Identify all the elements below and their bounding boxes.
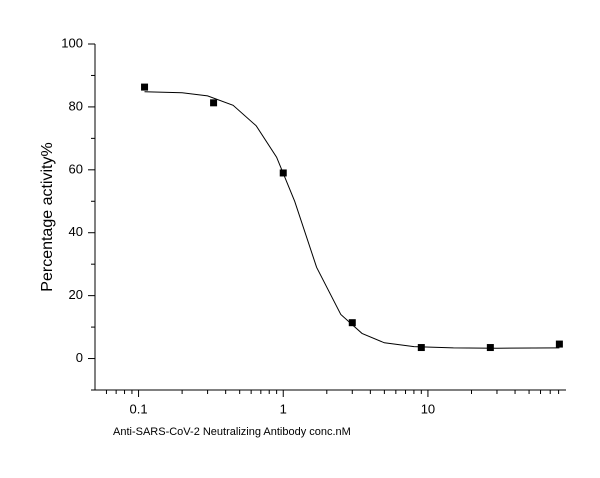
y-tick-label: 0 [76, 350, 83, 365]
data-point [348, 319, 356, 327]
x-tick-label: 0.1 [130, 401, 148, 416]
y-tick-label: 40 [69, 224, 83, 239]
y-axis-label: Percentage activity% [39, 142, 56, 291]
y-tick-label: 20 [69, 287, 83, 302]
data-point [486, 344, 494, 352]
data-point [141, 83, 149, 91]
data-point [555, 340, 563, 348]
x-axis-label: Anti-SARS-CoV-2 Neutralizing Antibody co… [113, 426, 351, 438]
data-point [210, 99, 218, 107]
x-tick-label: 10 [421, 401, 435, 416]
data-point [417, 344, 425, 352]
y-tick-label: 100 [61, 35, 83, 50]
y-tick-label: 60 [69, 161, 83, 176]
y-tick-label: 80 [69, 98, 83, 113]
fit-curve [144, 91, 560, 349]
x-tick-label: 1 [280, 401, 287, 416]
